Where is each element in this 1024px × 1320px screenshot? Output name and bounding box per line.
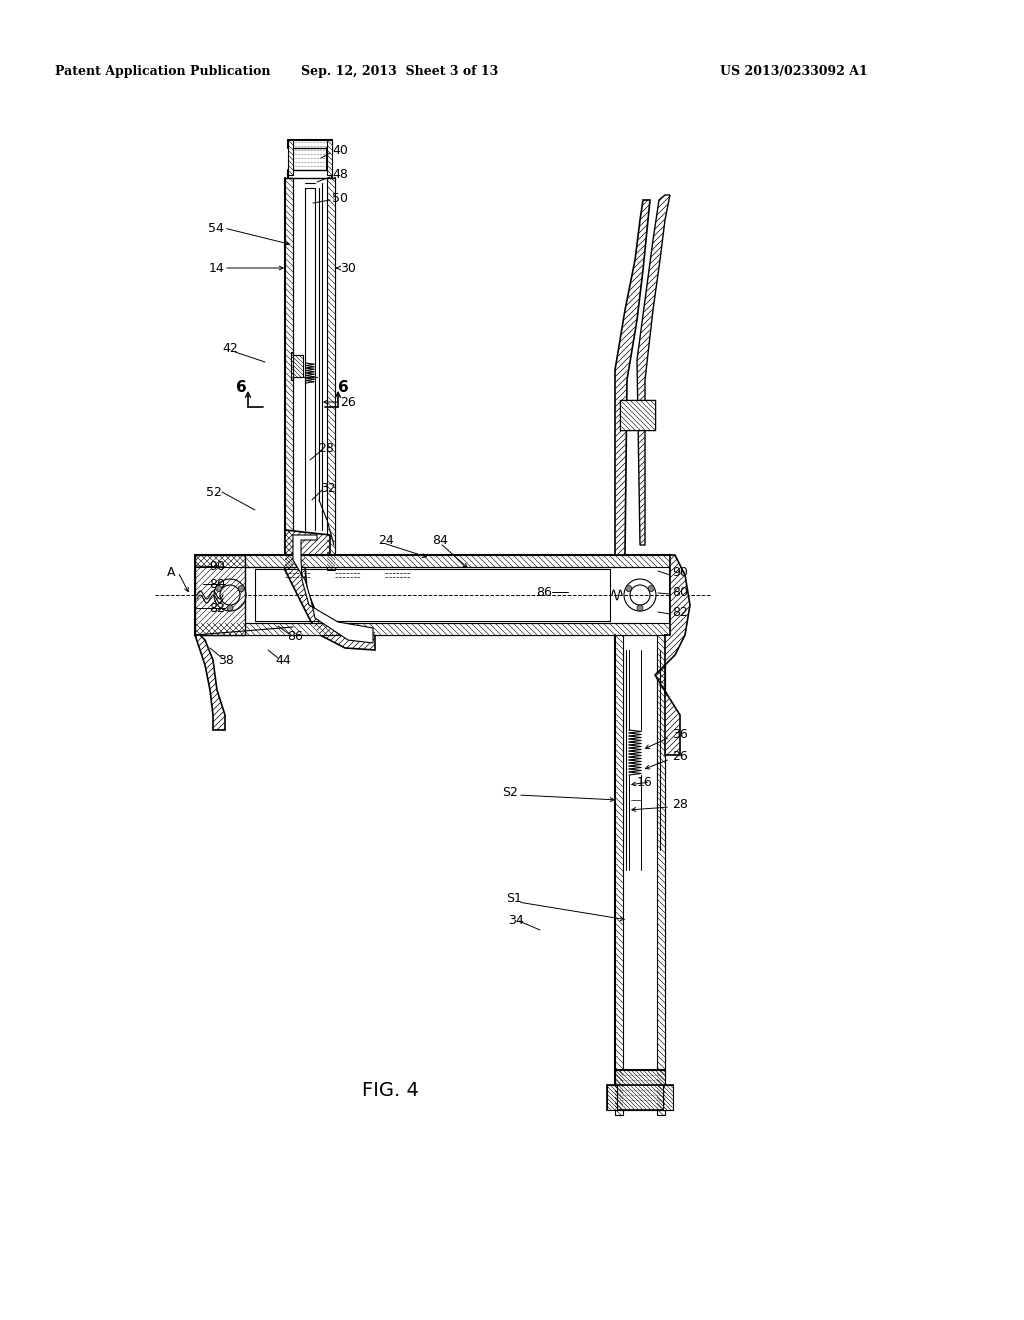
Text: 26: 26: [340, 396, 355, 408]
Text: 24: 24: [378, 533, 394, 546]
Bar: [291, 352, 293, 380]
Bar: [327, 140, 332, 176]
Bar: [327, 178, 335, 570]
Bar: [285, 178, 293, 570]
Text: 40: 40: [332, 144, 348, 157]
Text: 86: 86: [287, 630, 303, 643]
Polygon shape: [655, 554, 690, 755]
Bar: [620, 400, 655, 430]
Bar: [195, 554, 245, 635]
Text: S1: S1: [506, 891, 522, 904]
Text: 34: 34: [508, 913, 523, 927]
Text: 6: 6: [338, 380, 349, 396]
Bar: [285, 178, 293, 570]
Circle shape: [239, 586, 245, 591]
Text: 48: 48: [332, 169, 348, 181]
Text: S2: S2: [502, 787, 518, 800]
Text: 28: 28: [672, 799, 688, 812]
Bar: [195, 554, 670, 568]
Text: US 2013/0233092 A1: US 2013/0233092 A1: [720, 66, 867, 78]
Circle shape: [227, 605, 233, 611]
Text: 86: 86: [537, 586, 552, 598]
Bar: [327, 140, 332, 176]
Text: 38: 38: [218, 653, 233, 667]
Bar: [615, 1071, 665, 1110]
Text: FIG. 4: FIG. 4: [361, 1081, 419, 1100]
Bar: [620, 400, 655, 430]
Circle shape: [626, 586, 632, 591]
Text: 16: 16: [636, 776, 652, 788]
Bar: [607, 1085, 617, 1110]
Bar: [195, 623, 670, 635]
Bar: [291, 352, 293, 380]
Text: 32: 32: [319, 482, 336, 495]
Polygon shape: [637, 195, 670, 545]
Text: 36: 36: [672, 729, 688, 742]
Text: 52: 52: [206, 486, 222, 499]
Bar: [663, 1085, 673, 1110]
Bar: [288, 140, 293, 176]
Bar: [657, 635, 665, 1115]
Bar: [615, 1071, 665, 1110]
Circle shape: [637, 605, 643, 611]
Text: 84: 84: [432, 533, 447, 546]
Bar: [620, 400, 655, 430]
Bar: [293, 355, 303, 378]
Text: 44: 44: [275, 653, 291, 667]
Bar: [195, 554, 245, 635]
Text: 82: 82: [672, 606, 688, 619]
Bar: [607, 1085, 617, 1110]
Bar: [195, 623, 670, 635]
Bar: [657, 635, 665, 1115]
Bar: [293, 355, 303, 378]
Bar: [288, 140, 293, 176]
Circle shape: [216, 586, 222, 591]
Text: 14: 14: [208, 261, 224, 275]
Bar: [615, 635, 623, 1115]
Bar: [195, 554, 670, 568]
Text: 26: 26: [672, 751, 688, 763]
Polygon shape: [293, 535, 373, 643]
Text: Patent Application Publication: Patent Application Publication: [55, 66, 270, 78]
Text: 80: 80: [209, 578, 225, 590]
Text: 50: 50: [332, 191, 348, 205]
Bar: [327, 178, 335, 570]
Text: 6: 6: [236, 380, 247, 396]
Polygon shape: [195, 635, 225, 730]
Text: 90: 90: [672, 566, 688, 579]
Text: Sep. 12, 2013  Sheet 3 of 13: Sep. 12, 2013 Sheet 3 of 13: [301, 66, 499, 78]
Text: 82: 82: [209, 602, 225, 615]
Text: 28: 28: [318, 441, 334, 454]
Text: 54: 54: [208, 222, 224, 235]
Bar: [663, 1085, 673, 1110]
Circle shape: [648, 586, 654, 591]
Text: A: A: [167, 565, 175, 578]
Polygon shape: [285, 531, 375, 649]
Text: 42: 42: [222, 342, 238, 355]
Text: 80: 80: [672, 586, 688, 598]
Text: 90: 90: [209, 561, 225, 573]
Bar: [615, 635, 623, 1115]
Text: 30: 30: [340, 261, 356, 275]
Polygon shape: [615, 201, 650, 554]
